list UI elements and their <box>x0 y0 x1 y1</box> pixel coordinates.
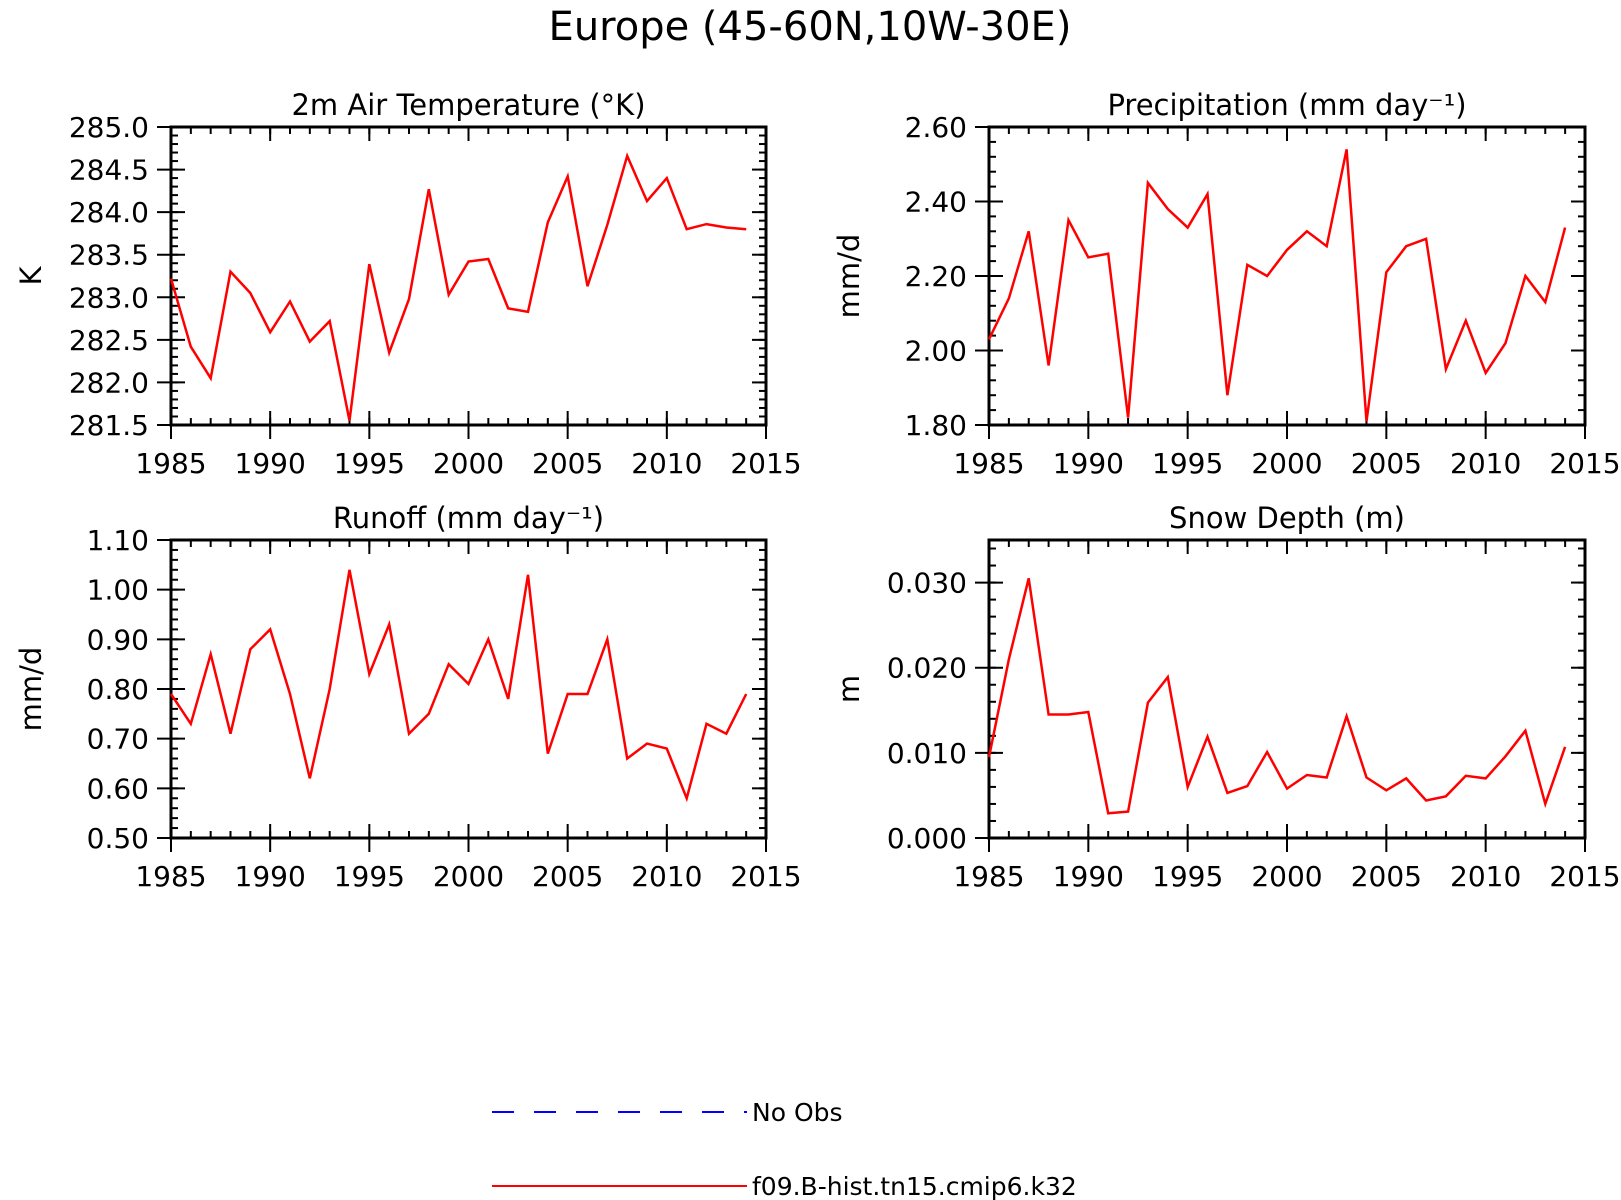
panel-air-temperature: 2m Air Temperature (°K) 281.5 282.0 282.5 28… <box>14 88 802 480</box>
y-tick-label: 0.020 <box>887 652 967 685</box>
panel-runoff: Runoff (mm day⁻¹) 0.50 0.60 0.70 0.80 0.90 1.0… <box>14 501 802 893</box>
legend-no-obs-label: No Obs <box>752 1098 843 1127</box>
y-tick-label: 0.000 <box>887 822 967 855</box>
y-axis-label: K <box>14 266 48 286</box>
x-tick-label: 2005 <box>1351 860 1422 893</box>
y-tick-label: 283.0 <box>69 281 149 314</box>
x-tick-label: 1995 <box>334 860 405 893</box>
y-tick-label: 1.10 <box>87 524 149 557</box>
y-tick-label: 0.60 <box>87 772 149 805</box>
x-tick-label: 2010 <box>631 447 702 480</box>
y-tick-label: 282.0 <box>69 366 149 399</box>
x-tick-label: 2010 <box>1450 860 1521 893</box>
y-axis-label: mm/d <box>832 234 866 319</box>
y-tick-label: 0.50 <box>87 822 149 855</box>
x-tick-label: 2000 <box>1251 860 1322 893</box>
x-tick-label: 2015 <box>730 860 801 893</box>
panel-snow-depth: Snow Depth (m) 0.000 0.010 0.020 0.030 1985 19… <box>832 501 1621 893</box>
legend-model-label: f09.B-hist.tn15.cmip6.k32 <box>752 1172 1077 1200</box>
series-line <box>987 578 1567 815</box>
x-tick-label: 1995 <box>1152 447 1223 480</box>
x-tick-label: 2000 <box>1251 447 1322 480</box>
plot-frame <box>169 125 768 427</box>
x-tick-label: 1990 <box>1053 447 1124 480</box>
plot-frame <box>169 538 768 840</box>
x-tick-label: 2005 <box>532 447 603 480</box>
y-tick-label: 2.40 <box>905 186 967 219</box>
x-tick-label: 1995 <box>334 447 405 480</box>
series-line <box>169 569 748 803</box>
y-tick-label: 0.90 <box>87 623 149 656</box>
x-tick-label: 1985 <box>953 860 1024 893</box>
plot-frame <box>987 538 1587 840</box>
y-tick-label: 0.010 <box>887 737 967 770</box>
y-tick-label: 0.70 <box>87 723 149 756</box>
y-tick-label: 281.5 <box>69 409 149 442</box>
y-tick-label: 0.80 <box>87 673 149 706</box>
y-tick-label: 284.5 <box>69 154 149 187</box>
x-tick-label: 2005 <box>1351 447 1422 480</box>
series-line <box>169 152 747 421</box>
y-tick-label: 285.0 <box>69 111 149 144</box>
x-tick-label: 2010 <box>1450 447 1521 480</box>
figure-title: Europe (45-60N,10W-30E) <box>549 4 1072 50</box>
x-tick-label: 2010 <box>631 860 702 893</box>
plot-frame <box>987 125 1587 427</box>
y-tick-label: 282.5 <box>69 324 149 357</box>
y-axis-label: mm/d <box>14 647 48 732</box>
series-line <box>987 149 1567 422</box>
y-tick-label: 283.5 <box>69 239 149 272</box>
x-tick-label: 2000 <box>433 447 504 480</box>
x-tick-label: 2000 <box>433 860 504 893</box>
x-tick-label: 1990 <box>235 447 306 480</box>
y-tick-label: 284.0 <box>69 196 149 229</box>
y-tick-label: 2.20 <box>905 260 967 293</box>
panel-precipitation: Precipitation (mm day⁻¹) 1.80 2.00 2.20 2.40… <box>832 88 1621 480</box>
y-tick-label: 1.80 <box>905 409 967 442</box>
panel-title: Runoff (mm day⁻¹) <box>333 501 604 535</box>
panel-title: 2m Air Temperature (°K) <box>291 88 645 122</box>
panel-title: Precipitation (mm day⁻¹) <box>1107 88 1466 122</box>
x-tick-label: 1990 <box>235 860 306 893</box>
panel-title: Snow Depth (m) <box>1169 501 1405 535</box>
x-tick-label: 1995 <box>1152 860 1223 893</box>
legend: No Obs f09.B-hist.tn15.cmip6.k32 <box>492 1098 1077 1200</box>
y-axis-label: m <box>832 675 866 703</box>
x-tick-label: 2005 <box>532 860 603 893</box>
x-tick-label: 1985 <box>135 860 206 893</box>
y-tick-label: 0.030 <box>887 567 967 600</box>
x-tick-label: 2015 <box>730 447 801 480</box>
x-tick-label: 2015 <box>1549 447 1620 480</box>
y-tick-label: 1.00 <box>87 574 149 607</box>
y-tick-label: 2.60 <box>905 111 967 144</box>
x-tick-label: 1985 <box>135 447 206 480</box>
x-tick-label: 2015 <box>1549 860 1620 893</box>
y-tick-label: 2.00 <box>905 335 967 368</box>
x-tick-label: 1990 <box>1053 860 1124 893</box>
x-tick-label: 1985 <box>953 447 1024 480</box>
